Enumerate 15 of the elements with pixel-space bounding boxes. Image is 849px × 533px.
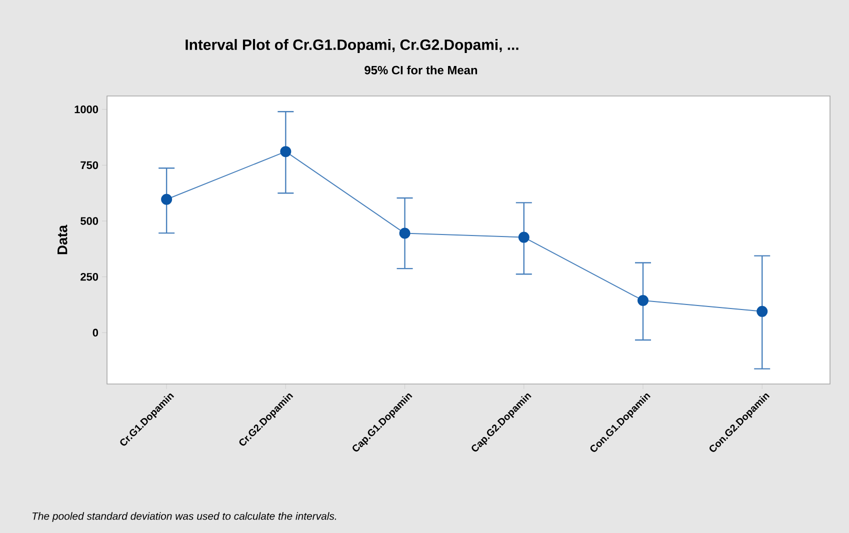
point [161,194,172,205]
text: The pooled standard deviation was used to calculate the intervals. [32,512,336,522]
chart-title: Interval Plot of Cr.G1.Dopami, Cr.G2.Dopami, ... [186,39,518,53]
point [399,228,410,239]
chart-subtitle: 95% CI for the Mean [364,66,478,74]
point [518,232,530,243]
point [280,146,292,158]
y-tick-label: 1000 [74,106,98,114]
y-tick-label: 250 [80,272,98,281]
y-tick-label: 750 [80,161,98,170]
y-tick-label: 0 [92,328,98,337]
y-axis-title: Data [58,224,68,254]
y-tick-label: 500 [80,217,98,225]
point [638,294,649,306]
point [756,306,768,317]
